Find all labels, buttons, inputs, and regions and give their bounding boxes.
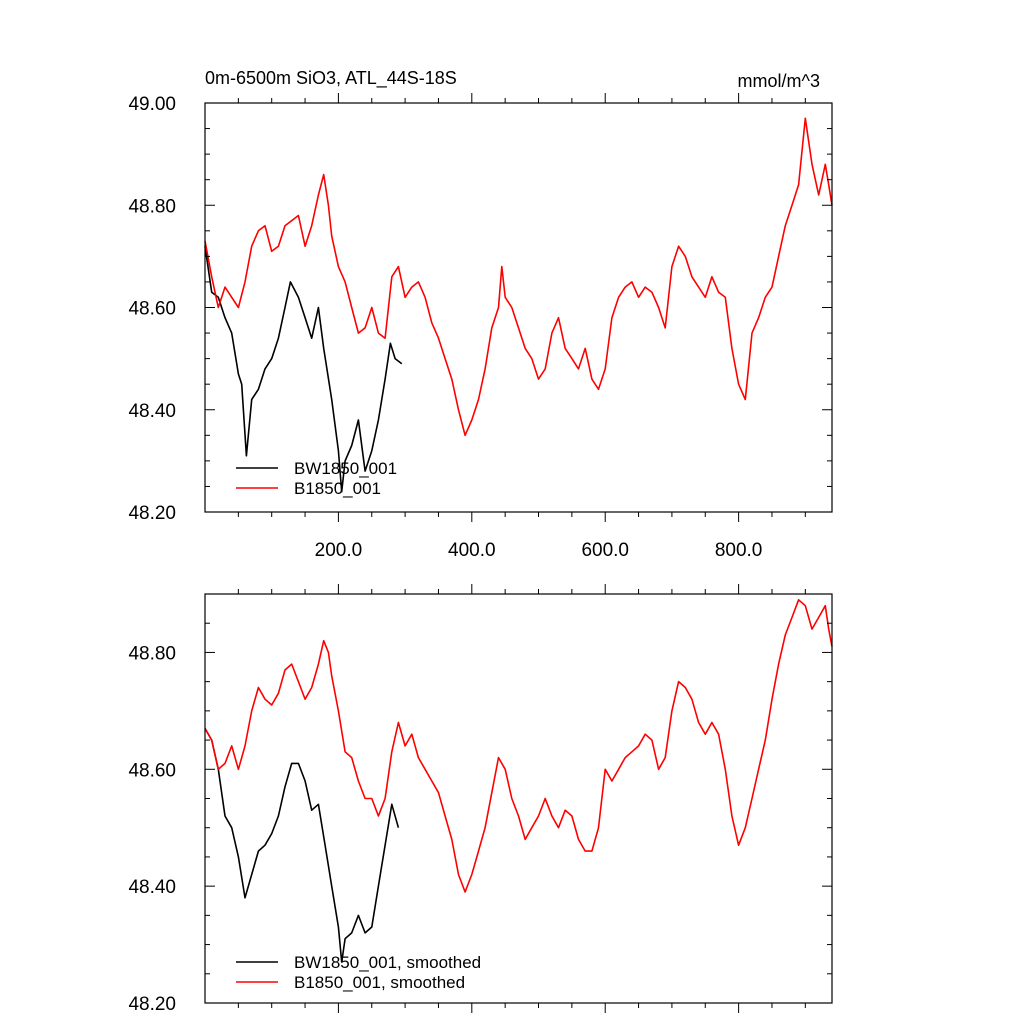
bottom-axes: 48.20 48.40 48.60 48.80 xyxy=(128,584,833,1015)
y-tick-label: 48.40 xyxy=(128,401,176,422)
units-label: mmol/m^3 xyxy=(738,71,820,91)
legend-label: BW1850_001, smoothed xyxy=(294,953,481,972)
series-line-1 xyxy=(204,246,403,493)
top-series-group xyxy=(204,117,833,493)
y-tick-label: 48.40 xyxy=(128,877,176,898)
series-line-1 xyxy=(204,728,400,963)
legend-label: BW1850_001 xyxy=(294,459,397,478)
y-tick-label: 48.20 xyxy=(128,503,176,524)
y-tick-label: 48.60 xyxy=(128,760,176,781)
y-tick-label: 48.20 xyxy=(128,994,176,1015)
x-tick-label: 200.0 xyxy=(315,540,363,561)
top-panel: 0m-6500m SiO3, ATL_44S-18S mmol/m^3 200.… xyxy=(128,68,833,561)
series-line-2 xyxy=(204,599,833,893)
series-line-2 xyxy=(204,117,833,437)
bottom-panel: 48.20 48.40 48.60 48.80 BW1850_001, smoothe… xyxy=(128,584,833,1015)
y-tick-label: 48.60 xyxy=(128,299,176,320)
y-tick-label: 48.80 xyxy=(128,196,176,217)
y-tick-label: 48.80 xyxy=(128,643,176,664)
top-axes: 200.0 400.0 600.0 800.0 48.20 48.40 48.60 48.80… xyxy=(128,93,833,561)
chart-title: 0m-6500m SiO3, ATL_44S-18S xyxy=(205,68,457,89)
legend-label: B1850_001, smoothed xyxy=(294,973,465,992)
x-tick-label: 800.0 xyxy=(715,540,763,561)
x-tick-label: 400.0 xyxy=(448,540,496,561)
bottom-series-group xyxy=(204,599,833,963)
y-tick-label: 49.00 xyxy=(128,94,176,115)
x-tick-label: 600.0 xyxy=(581,540,629,561)
legend-label: B1850_001 xyxy=(294,479,381,498)
